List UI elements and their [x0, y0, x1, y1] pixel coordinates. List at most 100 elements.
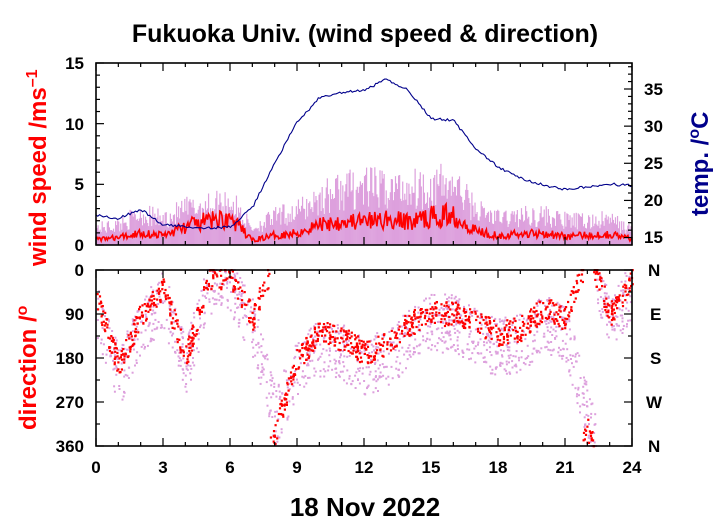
- gust-direction-point: [453, 327, 456, 330]
- wind-direction-point: [289, 371, 293, 374]
- gust-direction-point: [310, 346, 313, 349]
- wind-direction-point: [239, 286, 242, 289]
- wind-direction-point: [342, 340, 345, 343]
- wind-direction-point: [605, 306, 608, 309]
- gust-direction-point: [468, 333, 471, 336]
- wind-direction-point: [347, 332, 350, 335]
- gust-direction-point: [477, 341, 480, 344]
- wind-direction-point: [190, 327, 194, 330]
- gust-direction-point: [301, 370, 304, 373]
- gust-direction-point: [354, 374, 357, 377]
- gust-direction-point: [241, 292, 244, 294]
- wind-direction-point: [187, 343, 190, 346]
- wind-direction-point: [610, 306, 613, 309]
- gust-direction-point: [260, 363, 263, 366]
- gust-direction-point: [439, 338, 442, 341]
- gust-direction-point: [601, 310, 604, 313]
- gust-direction-point: [448, 319, 451, 322]
- gust-direction-point: [157, 303, 160, 305]
- wind-direction-point: [521, 320, 524, 324]
- gust-direction-point: [238, 298, 241, 301]
- wind-direction-point: [395, 345, 398, 348]
- wind-direction-point: [360, 360, 363, 363]
- gust-direction-point: [437, 320, 440, 323]
- gust-direction-point: [376, 359, 379, 362]
- wind-direction-point: [476, 327, 479, 330]
- wind-direction-point: [549, 310, 552, 313]
- gust-direction-point: [512, 355, 515, 358]
- gust-direction-point: [392, 327, 394, 330]
- gust-direction-point: [458, 298, 461, 301]
- gust-direction-point: [607, 336, 610, 339]
- gust-direction-point: [610, 301, 613, 304]
- gust-direction-point: [487, 339, 490, 342]
- wind-direction-point: [595, 271, 598, 274]
- wind-direction-point: [431, 314, 434, 318]
- gust-direction-point: [561, 339, 564, 342]
- wind-direction-point: [451, 313, 454, 316]
- wind-direction-point: [291, 383, 294, 386]
- gust-direction-point: [629, 295, 632, 298]
- gust-direction-point: [309, 360, 312, 363]
- gust-direction-point: [313, 367, 316, 370]
- gust-direction-point: [480, 352, 483, 355]
- gust-direction-point: [585, 380, 588, 383]
- gust-direction-point: [501, 354, 503, 357]
- wind-direction-point: [394, 345, 397, 348]
- wind-direction-point: [406, 333, 409, 336]
- wind-direction-point: [98, 295, 102, 298]
- gust-direction-point: [163, 300, 166, 303]
- gust-direction-point: [485, 361, 488, 364]
- gust-direction-point: [419, 318, 422, 321]
- wind-direction-point: [597, 272, 600, 276]
- gust-direction-point: [543, 332, 546, 335]
- wind-direction-point: [501, 343, 504, 346]
- wind-direction-point: [368, 354, 371, 358]
- gust-direction-point: [462, 356, 465, 358]
- gust-direction-point: [461, 349, 464, 352]
- gust-direction-point: [526, 344, 529, 347]
- gust-direction-point: [589, 437, 592, 440]
- wind-direction-point: [208, 284, 211, 288]
- wind-direction-point: [152, 294, 155, 297]
- wind-direction-point: [456, 306, 459, 309]
- gust-direction-point: [553, 318, 556, 320]
- wind-direction-point: [624, 299, 627, 302]
- gust-direction-point: [365, 366, 368, 369]
- gust-direction-point: [100, 338, 103, 341]
- gust-direction-point: [370, 339, 373, 342]
- wind-direction-point: [600, 277, 603, 280]
- gust-direction-point: [571, 354, 574, 357]
- gust-direction-point: [185, 365, 188, 368]
- wind-direction-point: [315, 332, 319, 335]
- wind-direction-point: [492, 326, 495, 329]
- gust-direction-point: [108, 327, 111, 330]
- gust-direction-point: [152, 305, 155, 308]
- wind-direction-point: [464, 315, 467, 318]
- wind-direction-point: [589, 432, 592, 435]
- wind-direction-point: [186, 355, 190, 358]
- wind-direction-point: [509, 334, 512, 337]
- gust-direction-point: [174, 351, 177, 354]
- wind-direction-point: [120, 368, 123, 371]
- gust-direction-point: [426, 310, 428, 313]
- gust-direction-point: [275, 395, 278, 398]
- wind-direction-point: [367, 356, 370, 359]
- gust-direction-point: [422, 335, 424, 338]
- gust-direction-point: [304, 375, 307, 378]
- wind-direction-point: [329, 323, 332, 326]
- gust-direction-point: [269, 409, 272, 412]
- gust-direction-point: [308, 376, 311, 379]
- gust-direction-point: [590, 403, 593, 406]
- gust-direction-point: [533, 334, 536, 337]
- wind-direction-point: [611, 313, 614, 316]
- wind-direction-point: [111, 339, 115, 342]
- gust-direction-point: [253, 329, 256, 332]
- gust-direction-point: [200, 289, 203, 292]
- wind-direction-point: [205, 279, 208, 282]
- wind-direction-point: [195, 329, 198, 332]
- wind-direction-point: [424, 314, 427, 318]
- gust-direction-point: [375, 375, 377, 378]
- wind-direction-point: [290, 376, 293, 379]
- gust-direction-point: [123, 347, 126, 350]
